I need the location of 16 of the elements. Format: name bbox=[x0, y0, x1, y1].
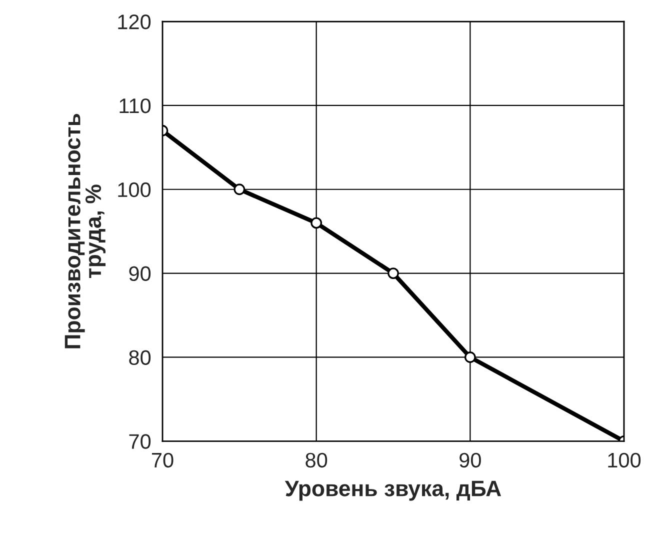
point bbox=[310, 217, 322, 229]
y-tick-label: 70 bbox=[129, 434, 151, 449]
x-tick-label: 80 bbox=[306, 452, 328, 468]
y-tick-label: 110 bbox=[120, 98, 151, 114]
y-axis-title: Производительность труда, % bbox=[64, 114, 106, 348]
y-tick-label: 100 bbox=[118, 182, 151, 198]
point bbox=[234, 184, 246, 196]
point bbox=[388, 268, 399, 279]
y-tick-label: 120 bbox=[118, 14, 151, 30]
x-axis-title: Уровень звука, дБА bbox=[284, 480, 502, 501]
x-tick-label: 90 bbox=[460, 452, 481, 468]
point bbox=[464, 352, 476, 363]
y-tick-label: 90 bbox=[129, 266, 151, 282]
y-tick-label: 80 bbox=[129, 350, 151, 365]
x-tick-label: 70 bbox=[152, 452, 174, 468]
x-tick-label: 100 bbox=[608, 452, 641, 468]
